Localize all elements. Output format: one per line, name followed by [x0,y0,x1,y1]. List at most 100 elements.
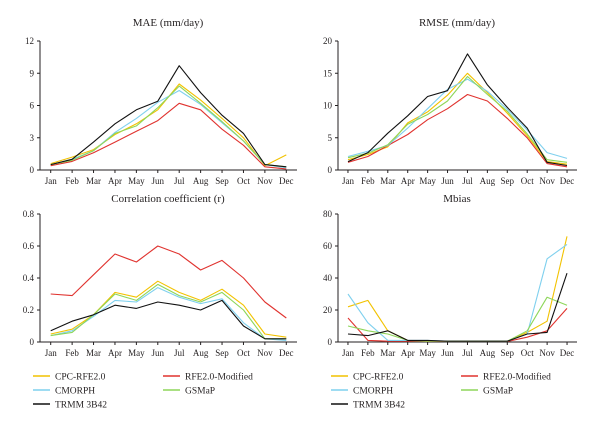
x-tick-label: Aug [480,348,496,358]
series-line-cpc-rfe2-0 [347,72,568,165]
x-tick-label: Sep [215,176,229,186]
legend-label-rfe2-0-modified: RFE2.0-Modified [185,372,253,383]
y-tick-label: 6 [30,101,35,111]
series-line-cmorph [50,287,287,341]
legend-label-cmorph: CMORPH [55,387,95,397]
y-tick-label: 0 [30,337,35,347]
series-line-rfe2-0-modified [347,308,568,343]
y-tick-label: 80 [323,209,333,219]
x-tick-label: Apr [401,176,415,186]
x-tick-label: Jul [174,176,185,186]
x-tick-label: Mar [380,348,395,358]
x-tick-label: Jul [174,348,185,358]
x-tick-label: Jan [342,176,354,186]
y-tick-label: 0.4 [23,273,35,283]
x-tick-label: May [419,176,436,186]
x-tick-label: Oct [521,176,534,186]
legend-label-gsmap: GSMaP [483,387,513,397]
x-tick-label: Sep [501,348,515,358]
y-tick-label: 9 [30,68,35,78]
x-tick-label: Jan [45,176,57,186]
x-tick-label: Oct [237,348,250,358]
chart-panel-3: Correlation coefficient (r) 0 0.2 0.4 0.6 0.8… [23,193,297,358]
x-tick-label: Jan [45,348,57,358]
x-tick-label: Dec [560,348,575,358]
y-tick-label: 0 [328,165,333,175]
y-tick-label: 0.8 [23,209,35,219]
x-tick-label: Feb [65,348,79,358]
legend-2: CPC-RFE2.0 RFE2.0-Modified CMORPH GSMaP TRMM… [331,372,551,411]
x-tick-label: Feb [361,176,375,186]
x-tick-label: Aug [193,176,209,186]
chart-panel-2: RMSE (mm/day) 0 5 10 15 20 Jan Feb Mar Apr May Jun J… [323,17,577,186]
legend-label-trmm-3b42: TRMM 3B42 [55,401,107,411]
x-tick-label: Sep [215,348,229,358]
legend-label-gsmap: GSMaP [185,387,215,397]
x-tick-label: Dec [279,176,294,186]
x-tick-label: Nov [539,348,555,358]
x-tick-label: Nov [257,176,273,186]
x-tick-label: Jul [462,176,473,186]
x-tick-label: Feb [361,348,375,358]
x-tick-label: Oct [237,176,250,186]
series-line-rfe2-0-modified [347,93,568,168]
series-line-trmm-3b42 [50,299,287,340]
series-line-trmm-3b42 [347,273,568,342]
legend-label-rfe2-0-modified: RFE2.0-Modified [483,372,551,383]
x-tick-label: Mar [380,176,395,186]
series-line-gsmap [50,85,287,168]
chart-panel-1: MAE (mm/day) 0 3 6 9 12 Jan Feb Mar Apr May Jun Jul A… [25,17,297,186]
x-tick-label: Aug [480,176,496,186]
y-tick-label: 20 [323,36,333,46]
x-tick-label: May [128,348,145,358]
y-tick-label: 20 [323,305,333,315]
chart-title: Mbias [443,193,471,205]
series-line-gsmap [50,283,287,340]
x-tick-label: Jul [462,348,473,358]
x-tick-label: Nov [257,348,273,358]
y-tick-label: 0 [328,337,333,347]
series-line-rfe2-0-modified [50,245,287,319]
x-tick-label: Mar [86,348,101,358]
x-tick-label: Oct [521,348,534,358]
x-tick-label: Dec [560,176,575,186]
legend-label-trmm-3b42: TRMM 3B42 [353,401,405,411]
x-tick-label: May [419,348,436,358]
y-tick-label: 15 [323,68,333,78]
legend-label-cmorph: CMORPH [353,387,393,397]
legend-label-cpc-rfe2-0: CPC-RFE2.0 [55,373,106,383]
y-tick-label: 10 [323,101,333,111]
x-tick-label: Apr [401,348,415,358]
y-tick-label: 40 [323,273,333,283]
x-tick-label: Jun [441,176,454,186]
x-tick-label: Jun [441,348,454,358]
x-tick-label: Jun [152,348,165,358]
x-tick-label: Nov [539,176,555,186]
legend-label-cpc-rfe2-0: CPC-RFE2.0 [353,373,404,383]
x-tick-label: Sep [501,176,515,186]
x-tick-label: Jan [342,348,354,358]
legend-1: CPC-RFE2.0 RFE2.0-Modified CMORPH GSMaP TRMM… [33,372,253,411]
y-tick-label: 12 [25,36,34,46]
x-tick-label: Feb [65,176,79,186]
series-line-trmm-3b42 [347,53,568,167]
series-line-rfe2-0-modified [50,102,287,170]
chart-panel-4: Mbias 0 20 40 60 80 Jan Feb Mar Apr May Jun Jul Aug Se… [323,193,577,358]
y-tick-label: 60 [323,241,333,251]
series-line-cmorph [347,243,568,342]
x-tick-label: Apr [108,176,122,186]
x-tick-label: Apr [108,348,122,358]
chart-title: RMSE (mm/day) [419,17,495,29]
series-line-trmm-3b42 [50,65,287,168]
x-tick-label: May [128,176,145,186]
x-tick-label: Jun [152,176,165,186]
chart-title: MAE (mm/day) [133,17,204,29]
x-tick-label: Dec [279,348,294,358]
x-tick-label: Aug [193,348,209,358]
y-tick-label: 3 [30,133,35,143]
y-tick-label: 0.6 [23,241,35,251]
y-tick-label: 0.2 [23,305,34,315]
series-line-cpc-rfe2-0 [347,236,568,342]
chart-title: Correlation coefficient (r) [111,193,225,205]
